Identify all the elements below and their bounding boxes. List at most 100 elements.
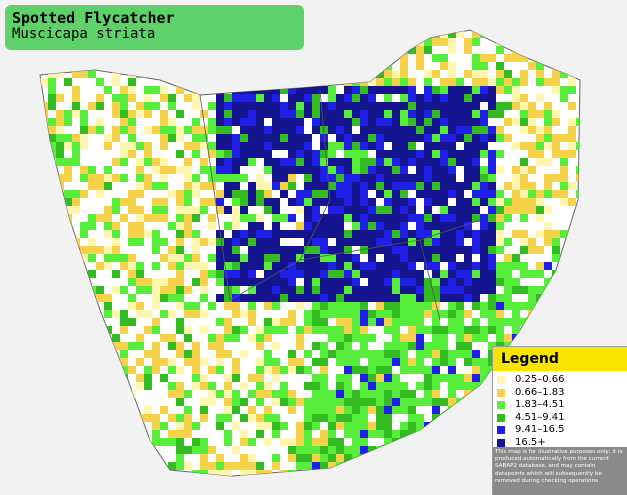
cell [424, 182, 432, 190]
cell [416, 102, 424, 110]
cell [472, 166, 480, 174]
cell [64, 310, 72, 318]
cell [160, 358, 168, 366]
cell [304, 46, 312, 54]
cell [480, 70, 488, 78]
cell [424, 366, 432, 374]
cell [328, 174, 336, 182]
cell [440, 222, 448, 230]
cell [200, 270, 208, 278]
cell [256, 462, 264, 470]
cell [200, 358, 208, 366]
cell [576, 70, 580, 78]
cell [112, 102, 120, 110]
cell [232, 270, 240, 278]
cell [392, 190, 400, 198]
cell [200, 326, 208, 334]
cell [496, 150, 504, 158]
cell [248, 198, 256, 206]
cell [440, 38, 448, 46]
cell [496, 166, 504, 174]
cell [128, 150, 136, 158]
cell [72, 478, 80, 486]
cell [224, 470, 232, 476]
cell [160, 406, 168, 414]
cell [296, 54, 304, 62]
cell [384, 94, 392, 102]
cell [496, 46, 504, 54]
cell [528, 190, 536, 198]
cell [400, 294, 408, 302]
cell [56, 438, 64, 446]
cell [248, 462, 256, 470]
cell [584, 334, 592, 342]
cell [584, 262, 592, 270]
cell [104, 446, 112, 454]
cell [104, 302, 112, 310]
cell [312, 382, 320, 390]
cell [416, 382, 424, 390]
cell [280, 126, 288, 134]
cell [232, 254, 240, 262]
cell [80, 470, 88, 476]
cell [248, 310, 256, 318]
cell [176, 78, 184, 86]
cell [448, 94, 456, 102]
cell [88, 182, 96, 190]
cell [160, 206, 168, 214]
cell [312, 326, 320, 334]
cell [480, 238, 488, 246]
cell [368, 278, 376, 286]
cell [72, 286, 80, 294]
cell [304, 406, 312, 414]
cell [352, 198, 360, 206]
cell [472, 94, 480, 102]
legend-swatch [497, 438, 505, 447]
cell [544, 126, 552, 134]
cell [104, 246, 112, 254]
cell [96, 182, 104, 190]
cell [120, 150, 128, 158]
cell [408, 158, 416, 166]
cell [424, 118, 432, 126]
cell [152, 238, 160, 246]
cell [168, 254, 176, 262]
cell [368, 406, 376, 414]
cell [440, 254, 448, 262]
cell [520, 334, 528, 342]
cell [424, 190, 432, 198]
cell [224, 150, 232, 158]
cell [400, 286, 408, 294]
cell [336, 334, 344, 342]
cell [72, 198, 80, 206]
cell [496, 334, 504, 342]
cell [456, 462, 464, 470]
cell [192, 302, 200, 310]
cell [520, 270, 528, 278]
cell [160, 278, 168, 286]
cell [224, 382, 232, 390]
cell [288, 286, 296, 294]
cell [536, 94, 544, 102]
cell [488, 238, 496, 246]
cell [264, 294, 272, 302]
title: Spotted Flycatcher [12, 9, 175, 27]
cell [232, 54, 240, 62]
cell [288, 166, 296, 174]
cell [472, 294, 480, 302]
cell [336, 382, 344, 390]
cell [368, 318, 376, 326]
cell [184, 414, 192, 422]
cell [392, 294, 400, 302]
cell [184, 166, 192, 174]
cell [352, 54, 360, 62]
cell [424, 142, 432, 150]
cell [200, 462, 208, 470]
cell [56, 294, 64, 302]
cell [320, 190, 328, 198]
cell [232, 118, 240, 126]
cell [264, 382, 272, 390]
cell [104, 214, 112, 222]
cell [304, 398, 312, 406]
cell [376, 262, 384, 270]
